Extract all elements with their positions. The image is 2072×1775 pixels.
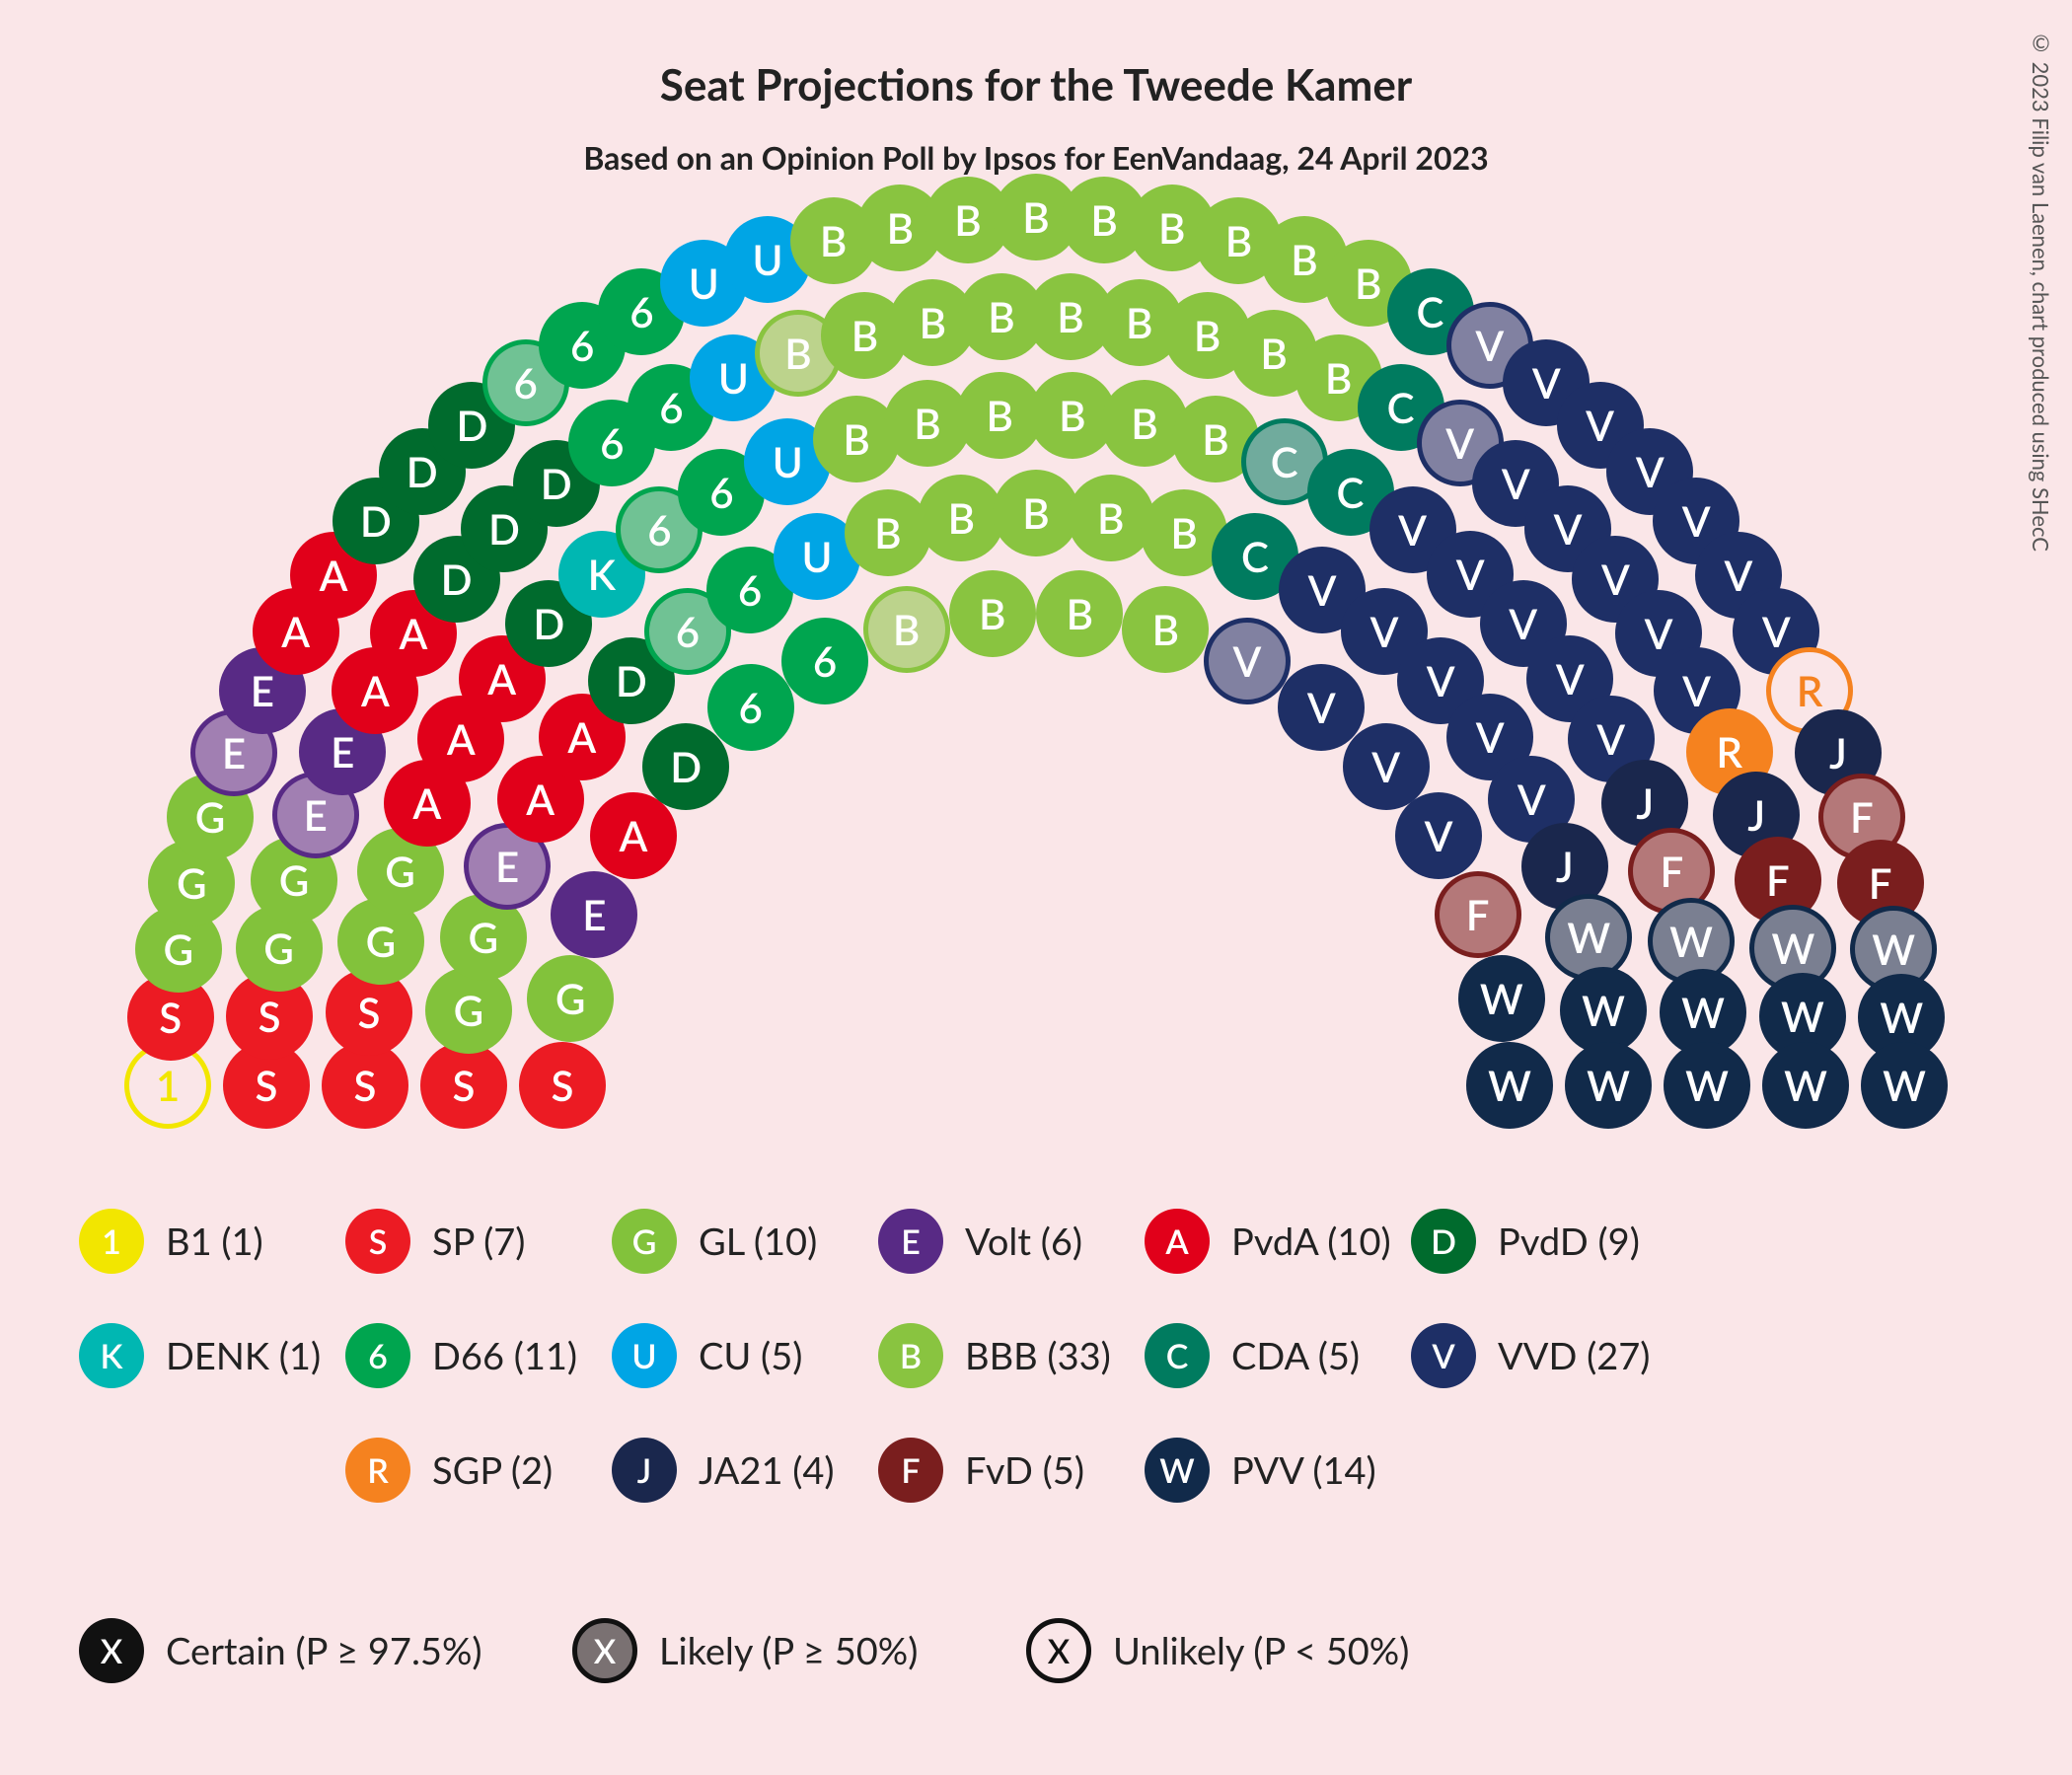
- seat-d66: 6: [707, 664, 794, 751]
- legend-dot-d66: 6: [345, 1323, 410, 1388]
- prob-label-certain: Certain (P ≥ 97.5%): [166, 1628, 482, 1673]
- seat-bbb: B: [918, 475, 1004, 561]
- legend-dot-denk: K: [79, 1323, 144, 1388]
- chart-title: Seat Projections for the Tweede Kamer: [0, 59, 2072, 111]
- legend-dot-cda: C: [1145, 1323, 1210, 1388]
- seat-pvv: W: [1545, 894, 1632, 981]
- seat-bbb: B: [949, 570, 1036, 657]
- legend-dot-sgp: R: [345, 1438, 410, 1503]
- legend-dot-vvd: V: [1411, 1323, 1476, 1388]
- probability-legend: X Certain (P ≥ 97.5%) X Likely (P ≥ 50%) X Un…: [79, 1618, 1480, 1683]
- legend-label-sgp: SGP (2): [432, 1447, 553, 1493]
- legend-label-pvdd: PvdD (9): [1498, 1219, 1640, 1264]
- legend-label-pvv: PVV (14): [1231, 1447, 1376, 1493]
- seat-pvdd: D: [642, 723, 729, 810]
- seat-pvv: W: [1664, 1042, 1750, 1129]
- seat-bbb: B: [1122, 586, 1209, 673]
- legend-dot-ja21: J: [612, 1438, 677, 1503]
- legend-label-d66: D66 (11): [432, 1333, 577, 1378]
- seat-pvv: W: [1560, 967, 1647, 1054]
- seat-fvd: F: [1435, 871, 1521, 958]
- seat-pvv: W: [1861, 1042, 1948, 1129]
- seat-pvv: W: [1762, 1042, 1849, 1129]
- legend-label-pvda: PvdA (10): [1231, 1219, 1391, 1264]
- legend-dot-pvdd: D: [1411, 1209, 1476, 1274]
- legend-dot-pvda: A: [1145, 1209, 1210, 1274]
- seat-bbb: B: [993, 470, 1079, 556]
- legend-dot-volt: E: [878, 1209, 943, 1274]
- legend-dot-sp: S: [345, 1209, 410, 1274]
- legend-dot-gl: G: [612, 1209, 677, 1274]
- prob-label-unlikely: Unlikely (P < 50%): [1113, 1628, 1409, 1673]
- legend-dot-pvv: W: [1145, 1438, 1210, 1503]
- legend-dot-fvd: F: [878, 1438, 943, 1503]
- legend-label-denk: DENK (1): [166, 1333, 321, 1378]
- legend-dot-bbb: B: [878, 1323, 943, 1388]
- seat-pvda: A: [590, 792, 677, 879]
- legend-label-fvd: FvD (5): [965, 1447, 1084, 1493]
- seat-vvd: V: [1204, 618, 1291, 704]
- legend-dot-cu: U: [612, 1323, 677, 1388]
- seat-bbb: B: [1068, 475, 1154, 561]
- seat-pvv: W: [1466, 1042, 1553, 1129]
- prob-dot-certain: X: [79, 1618, 144, 1683]
- seat-gl: G: [527, 955, 614, 1042]
- seat-pvv: W: [1565, 1042, 1652, 1129]
- seat-volt: E: [551, 871, 637, 958]
- seat-bbb: B: [863, 586, 950, 673]
- legend-dot-b1: 1: [79, 1209, 144, 1274]
- chart-subtitle: Based on an Opinion Poll by Ipsos for Ee…: [0, 138, 2072, 177]
- seat-d66: 6: [781, 618, 868, 704]
- legend-label-bbb: BBB (33): [965, 1333, 1111, 1378]
- legend-label-b1: B1 (1): [166, 1219, 263, 1264]
- party-legend: 1 B1 (1) S SP (7) G GL (10) E Volt (6) A PvdA (10…: [79, 1184, 1677, 1527]
- legend-label-cu: CU (5): [699, 1333, 802, 1378]
- seat-bbb: B: [1036, 570, 1123, 657]
- legend-label-vvd: VVD (27): [1498, 1333, 1650, 1378]
- seat-pvv: W: [1458, 955, 1545, 1042]
- legend-label-sp: SP (7): [432, 1219, 525, 1264]
- prob-dot-likely: X: [572, 1618, 637, 1683]
- prob-dot-unlikely: X: [1026, 1618, 1091, 1683]
- seat-vvd: V: [1278, 664, 1365, 751]
- credit-text: © 2023 Filip van Laenen, chart produced …: [2015, 0, 2054, 1775]
- legend-label-ja21: JA21 (4): [699, 1447, 835, 1493]
- legend-label-gl: GL (10): [699, 1219, 817, 1264]
- seat-vvd: V: [1343, 723, 1430, 810]
- prob-label-likely: Likely (P ≥ 50%): [659, 1628, 918, 1673]
- seat-sp: S: [420, 1042, 507, 1129]
- seat-vvd: V: [1395, 792, 1482, 879]
- legend-label-cda: CDA (5): [1231, 1333, 1360, 1378]
- legend-label-volt: Volt (6): [965, 1219, 1082, 1264]
- seat-gl: G: [425, 967, 512, 1054]
- seat-sp: S: [519, 1042, 606, 1129]
- seat-bbb: B: [845, 489, 931, 576]
